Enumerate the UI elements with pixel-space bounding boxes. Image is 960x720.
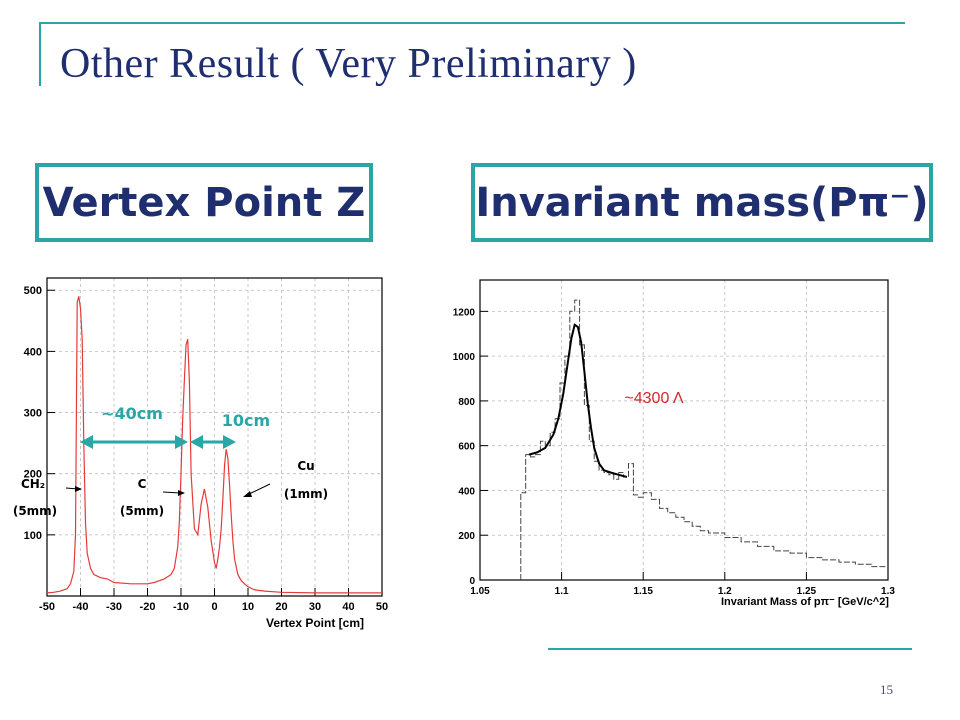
y-tick-label: 0 bbox=[469, 576, 475, 587]
lambda-count-label: ~4300 Λ bbox=[624, 390, 684, 407]
x-tick-label: 1.2 bbox=[718, 586, 732, 597]
vertex-series-line bbox=[46, 296, 382, 594]
span-40cm-arrow bbox=[80, 435, 188, 449]
span-10cm-arrow bbox=[190, 435, 236, 449]
x-tick-label: 20 bbox=[275, 601, 287, 613]
grid bbox=[46, 278, 383, 596]
mass-fit-curve bbox=[528, 323, 628, 478]
page-number: 15 bbox=[880, 682, 893, 697]
ch2-pointer-arrow bbox=[65, 486, 82, 492]
c-label: C bbox=[138, 477, 147, 491]
title-accent-vertical-line bbox=[39, 22, 41, 86]
x-tick-label: -10 bbox=[173, 601, 189, 613]
c-pointer-arrow bbox=[162, 490, 185, 496]
y-tick-label: 100 bbox=[24, 530, 42, 542]
x-tick-label: 1.1 bbox=[555, 586, 569, 597]
cu-label: Cu bbox=[297, 459, 314, 473]
x-tick-label: -20 bbox=[140, 601, 156, 613]
chart-background bbox=[425, 268, 905, 613]
title-accent-horizontal-line bbox=[39, 22, 905, 24]
span-10cm-label: 10cm bbox=[222, 411, 270, 430]
x-tick-label: 30 bbox=[309, 601, 321, 613]
y-tick-label: 300 bbox=[24, 408, 42, 420]
plot-frame bbox=[479, 279, 889, 581]
x-tick-label: 1.15 bbox=[633, 586, 653, 597]
axis-ticks: -50 -40 -30 -20 -10 0 10 20 30 40 50 100 200 300 400 50… bbox=[24, 285, 388, 613]
x-tick-label: -40 bbox=[73, 601, 89, 613]
y-tick-label: 1200 bbox=[453, 307, 476, 318]
y-tick-label: 1000 bbox=[453, 352, 476, 363]
y-tick-label: 400 bbox=[458, 486, 475, 497]
mass-histogram bbox=[520, 299, 888, 580]
x-tick-label: 1.25 bbox=[797, 586, 817, 597]
ch2-thickness-label: (5mm) bbox=[13, 504, 57, 518]
x-tick-label: 10 bbox=[242, 601, 254, 613]
x-tick-label: 1.05 bbox=[470, 586, 490, 597]
y-tick-label: 600 bbox=[458, 442, 475, 453]
y-tick-label: 400 bbox=[24, 346, 42, 358]
slide-title: Other Result ( Very Preliminary ) bbox=[60, 41, 637, 87]
axis-ticks: 1.05 1.1 1.15 1.2 1.25 1.3 0 200 400 600 800 1000 12… bbox=[453, 307, 896, 597]
x-tick-label: 40 bbox=[342, 601, 354, 613]
vertex-point-chart: -50 -40 -30 -20 -10 0 10 20 30 40 50 100 200 300 400 50… bbox=[0, 268, 400, 638]
footer-accent-line bbox=[548, 648, 912, 650]
cu-thickness-label: (1mm) bbox=[284, 487, 328, 501]
x-axis-label: Vertex Point [cm] bbox=[266, 616, 364, 630]
x-tick-label: 1.3 bbox=[881, 586, 895, 597]
span-40cm-label: ~40cm bbox=[101, 404, 163, 423]
x-tick-label: 0 bbox=[211, 601, 217, 613]
y-tick-label: 200 bbox=[458, 531, 475, 542]
c-thickness-label: (5mm) bbox=[120, 504, 164, 518]
x-tick-label: -30 bbox=[106, 601, 122, 613]
chart-background bbox=[0, 268, 400, 638]
x-axis-label: Invariant Mass of pπ⁻ [GeV/c^2] bbox=[721, 596, 889, 608]
vertex-point-heading: Vertex Point Z bbox=[35, 163, 373, 242]
x-tick-label: 50 bbox=[376, 601, 388, 613]
y-tick-label: 800 bbox=[458, 397, 475, 408]
y-tick-label: 200 bbox=[24, 469, 42, 481]
x-tick-label: -50 bbox=[39, 601, 55, 613]
y-tick-label: 500 bbox=[24, 285, 42, 297]
invariant-mass-heading: Invariant mass(Pπ⁻) bbox=[471, 163, 933, 242]
ch2-label: CH₂ bbox=[21, 477, 45, 491]
invariant-mass-chart: 1.05 1.1 1.15 1.2 1.25 1.3 0 200 400 600 800 1000 12… bbox=[425, 268, 905, 613]
cu-pointer-arrow bbox=[243, 483, 271, 497]
